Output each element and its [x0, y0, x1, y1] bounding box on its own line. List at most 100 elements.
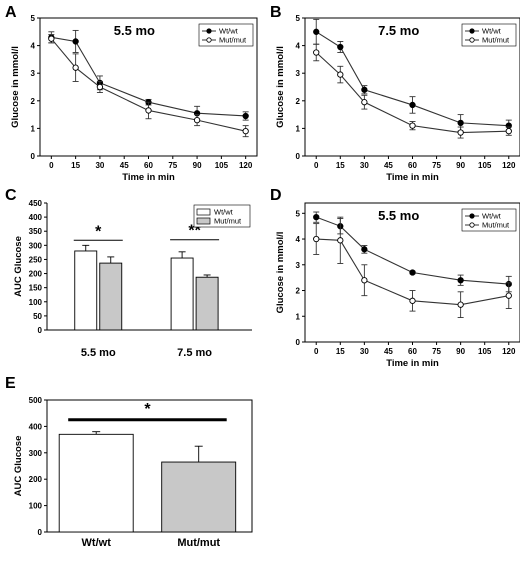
panel-b-legend — [461, 23, 517, 47]
panel-b-title: 7.5 mo — [378, 23, 419, 38]
panel-d-series-wtwt-point — [457, 277, 464, 284]
panel-b-x-tick-label: 105 — [478, 161, 492, 170]
panel-a-y-tick-label: 2 — [31, 97, 36, 106]
panel-a-x-tick-label: 90 — [193, 161, 202, 170]
panel-b-legend-marker — [469, 28, 475, 34]
panel-c-legend-label: Mut/mut — [214, 217, 242, 226]
panel-e-category-label: Wt/wt — [82, 537, 112, 549]
panel-c-y-tick-label: 150 — [29, 284, 43, 293]
panel-d-legend-marker — [469, 213, 475, 219]
panel-d-x-tick-label: 45 — [384, 347, 393, 356]
panel-e-y-tick-label: 100 — [29, 502, 43, 511]
panel-e-y-tick-label: 300 — [29, 449, 43, 458]
panel-a-legend — [198, 23, 254, 47]
panel-d-series-wtwt-point — [313, 214, 320, 221]
panel-d-x-axis-label: Time in min — [386, 358, 439, 369]
panel-d-x-tick-label: 30 — [360, 347, 369, 356]
panel-d-series-mutmut-point — [457, 301, 464, 308]
panel-a-legend-marker — [206, 37, 212, 43]
panel-a-series-mutmut-line — [50, 38, 246, 132]
panel-e-bar-mutmut — [161, 461, 237, 533]
panel-b-series-mutmut-point — [361, 99, 368, 106]
panel-b-series-mutmut-point — [457, 129, 464, 136]
panel-d-x-tick-label: 75 — [432, 347, 441, 356]
panel-c-bar-mutmut — [99, 262, 123, 331]
panel-d-x-tick-label: 90 — [456, 347, 465, 356]
panel-b-legend-label: Mut/mut — [482, 36, 510, 45]
panel-b-y-tick-label: 3 — [296, 69, 301, 78]
panel-a-y-tick-label: 0 — [31, 152, 36, 161]
panel-d-x-tick-label: 15 — [336, 347, 345, 356]
panel-a-y-axis-label: Glucose in mmol/l — [10, 46, 21, 128]
panel-d-y-axis-label: Glucose in mmol/l — [275, 232, 286, 314]
panel-e-y-axis-label: AUC Glucose — [13, 436, 24, 497]
panel-a-x-tick-label: 45 — [120, 161, 129, 170]
panel-d-series-mutmut-line — [316, 238, 509, 306]
panel-b-x-axis-label: Time in min — [386, 172, 439, 183]
panel-a-series-mutmut-point — [193, 116, 201, 124]
panel-a-x-tick-label: 0 — [49, 161, 54, 170]
panel-c-category-label: 7.5 mo — [177, 347, 212, 359]
panel-d-y-tick-label: 5 — [296, 209, 301, 218]
panel-a-x-tick-label: 105 — [215, 161, 229, 170]
panel-d-x-tick-label: 0 — [314, 347, 319, 356]
panel-d-series-mutmut-point — [337, 237, 344, 244]
panel-b-y-tick-label: 4 — [296, 42, 301, 51]
panel-a-legend-marker — [206, 28, 212, 34]
panel-letter-e: E — [5, 375, 16, 392]
panel-d-x-tick-label: 120 — [502, 347, 516, 356]
panel-d-series-wtwt-line — [316, 216, 509, 285]
panel-c-y-tick-label: 350 — [29, 227, 43, 236]
panel-e-y-tick-label: 500 — [29, 396, 43, 405]
panel-c-bar-wtwt — [170, 257, 194, 331]
panel-b-series-mutmut-point — [505, 128, 512, 135]
panel-a-x-tick-label: 120 — [239, 161, 253, 170]
panel-d-title: 5.5 mo — [378, 208, 419, 223]
panel-c-y-tick-label: 300 — [29, 241, 43, 250]
panel-a-title: 5.5 mo — [114, 23, 155, 38]
panel-e-category-label: Mut/mut — [177, 537, 220, 549]
panel-b-y-tick-label: 0 — [296, 152, 301, 161]
panel-c-bar-wtwt — [74, 250, 98, 331]
panel-a-y-tick-label: 4 — [31, 42, 36, 51]
panel-e-y-tick-label: 400 — [29, 422, 43, 431]
panel-b-legend-marker — [469, 37, 475, 43]
panel-a-series-mutmut-point — [72, 64, 79, 71]
panel-a-legend-label: Mut/mut — [219, 36, 247, 45]
panel-a-x-tick-label: 30 — [95, 161, 104, 170]
panel-b-y-tick-label: 2 — [296, 97, 301, 106]
panel-letter-b: B — [270, 4, 282, 21]
panel-d-legend-label: Mut/mut — [482, 221, 510, 230]
panel-a-x-tick-label: 60 — [144, 161, 153, 170]
panel-c-y-tick-label: 250 — [29, 255, 43, 264]
panel-c-y-tick-label: 0 — [38, 326, 43, 335]
panel-b-x-tick-label: 0 — [314, 161, 319, 170]
panel-c-y-tick-label: 50 — [33, 312, 42, 321]
panel-d-y-tick-label: 4 — [296, 235, 301, 244]
panel-a-y-tick-label: 3 — [31, 69, 36, 78]
panel-a-x-tick-label: 15 — [71, 161, 80, 170]
panel-d-legend — [461, 208, 517, 232]
panel-d-series-mutmut-point — [505, 292, 512, 299]
panel-d-y-tick-label: 1 — [296, 312, 301, 321]
panel-d-x-tick-label: 60 — [408, 347, 417, 356]
panel-a-legend-label: Wt/wt — [219, 27, 239, 36]
panel-a-x-tick-label: 75 — [168, 161, 177, 170]
panel-d-series-mutmut-point — [313, 235, 320, 243]
panel-c-y-tick-label: 200 — [29, 270, 43, 279]
panel-b-series-wtwt-point — [457, 119, 464, 127]
panel-b-series-mutmut-point — [409, 122, 416, 129]
panel-b-x-tick-label: 45 — [384, 161, 393, 170]
panel-b-series-wtwt-point — [337, 43, 344, 51]
panel-b-series-mutmut-point — [337, 71, 344, 78]
panel-b-y-tick-label: 1 — [296, 124, 301, 133]
panel-b-y-tick-label: 5 — [296, 14, 301, 23]
panel-b-legend-label: Wt/wt — [482, 27, 502, 36]
panel-c-bar-mutmut — [195, 276, 219, 331]
panel-c-y-tick-label: 100 — [29, 298, 43, 307]
panel-d-series-mutmut-point — [361, 277, 368, 284]
panel-letter-a: A — [5, 4, 17, 21]
panel-d-series-mutmut-point — [409, 297, 416, 304]
panel-d-legend-marker — [469, 222, 475, 228]
